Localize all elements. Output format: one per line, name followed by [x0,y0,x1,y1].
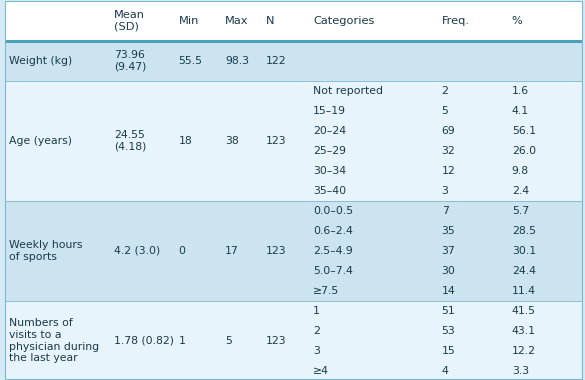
Text: Max: Max [225,16,249,26]
Text: 4.1: 4.1 [512,106,529,116]
Text: Not reported: Not reported [313,86,383,96]
Text: 55.5: 55.5 [178,55,202,66]
Text: N: N [266,16,275,26]
Bar [5,81,582,201]
Text: 24.4: 24.4 [512,266,536,276]
Text: Mean
(SD): Mean (SD) [114,10,145,32]
Text: 53: 53 [442,326,456,336]
Text: 56.1: 56.1 [512,126,536,136]
Text: 30–34: 30–34 [313,166,346,176]
Text: 5.0–7.4: 5.0–7.4 [313,266,353,276]
Text: Age (years): Age (years) [9,136,72,146]
Text: 2.5–4.9: 2.5–4.9 [313,246,353,256]
Text: 73.96
(9.47): 73.96 (9.47) [114,50,146,71]
Text: 35: 35 [442,226,456,236]
Text: 123: 123 [266,336,287,346]
Bar [5,201,582,301]
Text: 32: 32 [442,146,456,156]
Text: 1: 1 [178,336,185,346]
Text: 9.8: 9.8 [512,166,529,176]
Text: 69: 69 [442,126,456,136]
Text: ≥7.5: ≥7.5 [313,286,339,296]
Bar [5,301,582,380]
Text: 43.1: 43.1 [512,326,536,336]
Text: 41.5: 41.5 [512,306,536,316]
Text: 0.0–0.5: 0.0–0.5 [313,206,353,216]
Text: ≥4: ≥4 [313,366,329,376]
Text: Weight (kg): Weight (kg) [9,55,72,66]
Text: 2: 2 [313,326,320,336]
Text: 51: 51 [442,306,456,316]
Text: 3: 3 [313,346,320,356]
Text: 122: 122 [266,55,287,66]
Text: 14: 14 [442,286,456,296]
Text: 12.2: 12.2 [512,346,536,356]
Text: 35–40: 35–40 [313,186,346,196]
Text: 30.1: 30.1 [512,246,536,256]
Text: 38: 38 [225,136,239,146]
Text: 20–24: 20–24 [313,126,346,136]
Text: 3: 3 [442,186,449,196]
Text: 15: 15 [442,346,456,356]
Text: 25–29: 25–29 [313,146,346,156]
Bar [5,1,582,41]
Text: 28.5: 28.5 [512,226,536,236]
Text: 0.6–2.4: 0.6–2.4 [313,226,353,236]
Text: 7: 7 [442,206,449,216]
Text: Weekly hours
of sports: Weekly hours of sports [9,240,82,261]
Text: 123: 123 [266,246,287,256]
Text: 3.3: 3.3 [512,366,529,376]
Text: 18: 18 [178,136,192,146]
Text: 26.0: 26.0 [512,146,536,156]
Text: 5: 5 [442,106,449,116]
Text: 1: 1 [313,306,320,316]
Text: 1.78 (0.82): 1.78 (0.82) [114,336,174,346]
Text: 123: 123 [266,136,287,146]
Text: 24.55
(4.18): 24.55 (4.18) [114,130,146,152]
Text: 98.3: 98.3 [225,55,249,66]
Bar [5,41,582,81]
Text: 1.6: 1.6 [512,86,529,96]
Text: 5.7: 5.7 [512,206,529,216]
Text: 2.4: 2.4 [512,186,529,196]
Text: 30: 30 [442,266,456,276]
Text: %: % [512,16,522,26]
Text: 11.4: 11.4 [512,286,536,296]
Text: 12: 12 [442,166,456,176]
Text: Min: Min [178,16,199,26]
Text: 15–19: 15–19 [313,106,346,116]
Text: Freq.: Freq. [442,16,470,26]
Text: 37: 37 [442,246,456,256]
Text: 17: 17 [225,246,239,256]
Text: 0: 0 [178,246,185,256]
Text: 2: 2 [442,86,449,96]
Text: 5: 5 [225,336,232,346]
Text: 4.2 (3.0): 4.2 (3.0) [114,246,160,256]
Text: Numbers of
visits to a
physician during
the last year: Numbers of visits to a physician during … [9,318,99,363]
Text: 4: 4 [442,366,449,376]
Text: Categories: Categories [313,16,374,26]
